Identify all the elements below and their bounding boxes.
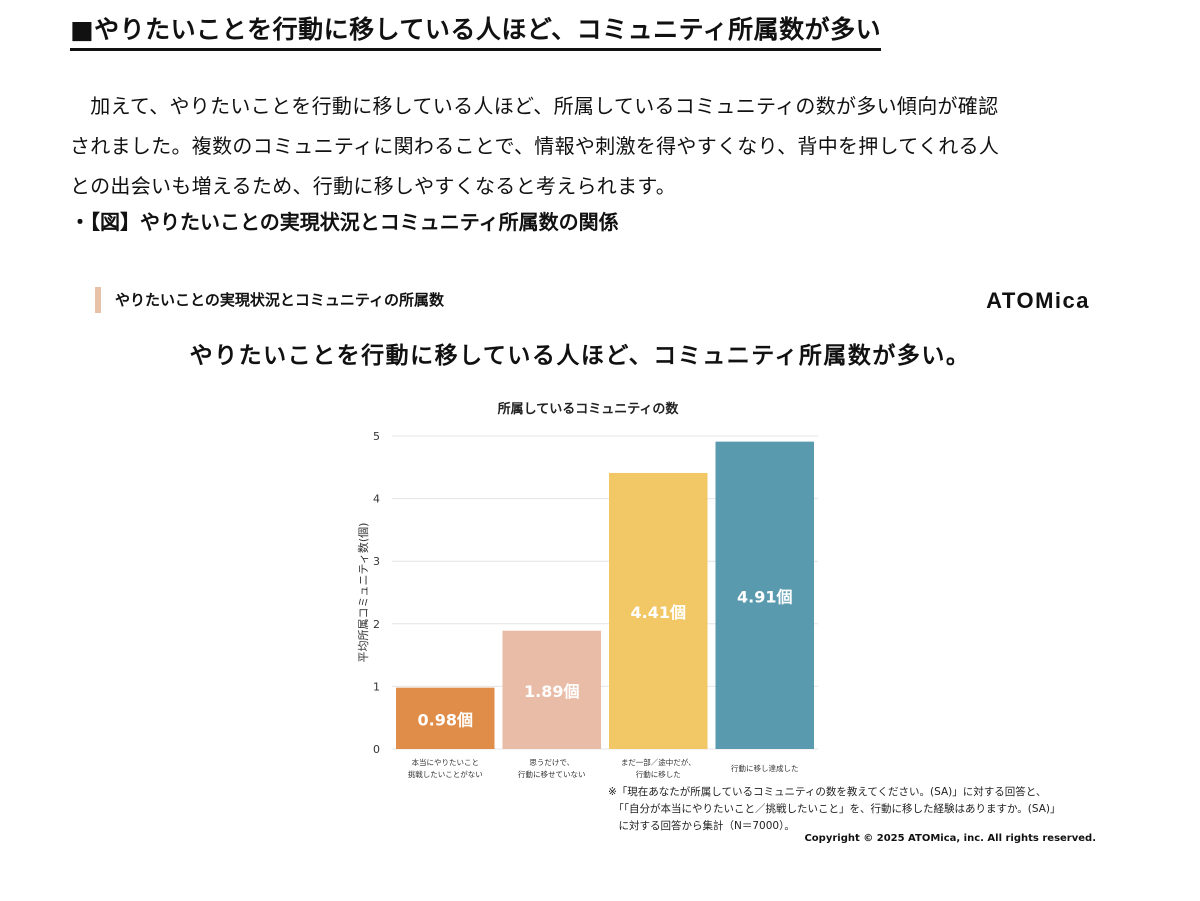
- x-category-label: 挑戦したいことがない: [408, 769, 483, 779]
- bar: [395, 687, 495, 749]
- y-tick-label: 2: [373, 618, 380, 631]
- footnote: ※「現在あなたが所属しているコミュニティの数を教えてください。(SA)」に対する…: [608, 784, 1061, 835]
- paragraph-line: されました。複数のコミュニティに関わることで、情報や刺激を得やすくなり、背中を押…: [70, 134, 1000, 158]
- footnote-line: 「「自分が本当にやりたいこと／挑戦したいこと」を、行動に移した経験はありますか。…: [608, 803, 1061, 815]
- community-count-bar-chart: 所属しているコミュニティの数 0 1 2 3 4 5 平均所属コミュニティ数(個) 0.9…: [357, 401, 818, 779]
- y-tick-label: 1: [373, 680, 380, 693]
- intro-paragraph: 加えて、やりたいことを行動に移している人ほど、所属しているコミュニティの数が多い…: [70, 86, 1100, 206]
- bar: [715, 441, 815, 749]
- bar-value-label: 4.41個: [631, 603, 686, 622]
- y-tick-label: 0: [373, 743, 380, 756]
- x-category-label: まだ一部／途中だが、: [621, 757, 696, 767]
- page-heading: ■やりたいことを行動に移している人ほど、コミュニティ所属数が多い: [70, 12, 882, 51]
- y-axis-label: 平均所属コミュニティ数(個): [357, 523, 370, 663]
- bar-value-label: 0.98個: [418, 710, 473, 729]
- paragraph-line: 加えて、やりたいことを行動に移している人ほど、所属しているコミュニティの数が多い…: [70, 94, 999, 118]
- x-category-label: 行動に移せていない: [518, 769, 586, 779]
- bar: [502, 630, 602, 749]
- x-category-label: 本当にやりたいこと: [412, 757, 480, 767]
- bars: [395, 441, 815, 749]
- paragraph-line: との出会いも増えるため、行動に移しやすくなると考えられます。: [70, 174, 676, 198]
- y-tick-label: 4: [373, 493, 380, 506]
- x-category-label: 行動に移し達成した: [731, 763, 799, 773]
- copyright-notice: Copyright © 2025 ATOMica, inc. All right…: [804, 833, 1096, 844]
- y-axis-ticks: 0 1 2 3 4 5: [373, 430, 380, 756]
- y-tick-label: 5: [373, 430, 380, 443]
- x-category-label: 行動に移した: [636, 769, 681, 779]
- footnote-line: に対する回答から集計（N＝7000）。: [608, 820, 795, 832]
- x-category-label: 思うだけで、: [529, 758, 574, 767]
- chart-title: 所属しているコミュニティの数: [498, 401, 680, 417]
- bar-value-label: 1.89個: [524, 682, 579, 701]
- figure-label: やりたいことの実現状況とコミュニティの所属数: [95, 287, 444, 313]
- bar-value-labels: 0.98個 1.89個 4.41個 4.91個: [418, 587, 793, 729]
- y-tick-label: 3: [373, 555, 380, 568]
- atomica-logo: ATOMica: [986, 288, 1090, 313]
- bar-value-label: 4.91個: [737, 587, 792, 606]
- bar: [608, 472, 708, 749]
- figure-caption: ・【図】やりたいことの実現状況とコミュニティ所属数の関係: [70, 210, 619, 234]
- footnote-line: ※「現在あなたが所属しているコミュニティの数を教えてください。(SA)」に対する…: [608, 786, 1047, 798]
- figure-title: やりたいことを行動に移している人ほど、コミュニティ所属数が多い。: [189, 343, 971, 369]
